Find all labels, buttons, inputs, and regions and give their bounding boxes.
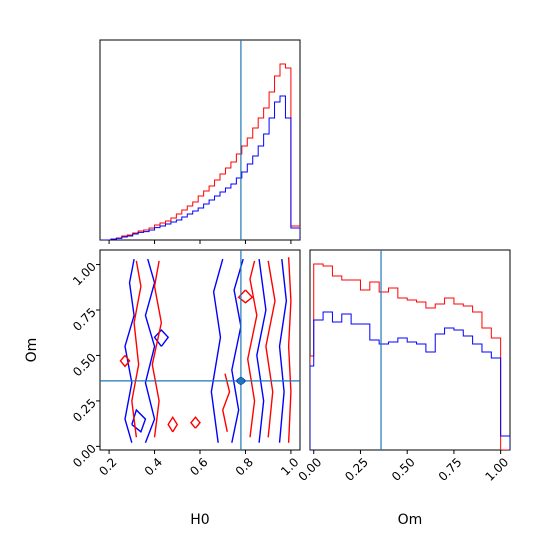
contour-blue-3 — [131, 408, 147, 433]
h0-histogram-frame — [99, 39, 301, 241]
om-hist-xtick-label: 0.50 — [389, 455, 418, 484]
joint-ytick-label: 0.00 — [70, 441, 99, 470]
h0-om-contour-panel: H0 Om — [24, 249, 301, 528]
contour-red-4 — [222, 373, 231, 432]
contour-blue-2 — [153, 328, 170, 347]
h0-red-histogram — [100, 63, 300, 240]
contour-blue-5 — [231, 258, 244, 443]
h0-axis-label: H0 — [190, 512, 209, 528]
joint-xtick-label: 0.2 — [96, 455, 119, 478]
om-hist-xtick-label: 1.00 — [482, 455, 511, 484]
om-hist-xtick-label: 0.00 — [296, 455, 325, 484]
contour-red-6 — [265, 260, 276, 438]
joint-ytick-label: 0.75 — [70, 305, 99, 334]
om-histogram-axis-label: Om — [398, 512, 423, 528]
joint-ytick-label: 0.50 — [70, 351, 99, 380]
contour-blue-1 — [144, 258, 156, 443]
contour-red-0 — [131, 260, 142, 438]
contour-red-2 — [119, 355, 131, 368]
joint-xtick-label: 0.4 — [142, 455, 165, 478]
contour-red-9 — [189, 416, 201, 429]
joint-ytick-label: 1.00 — [70, 260, 99, 289]
contour-blue-6 — [256, 258, 267, 443]
joint-xtick-label: 0.8 — [233, 455, 256, 478]
joint-xtick-label: 0.6 — [187, 455, 210, 478]
contour-blue-7 — [278, 259, 288, 443]
h0-blue-histogram — [100, 95, 300, 240]
om-hist-xtick-label: 0.25 — [342, 455, 371, 484]
om-blue-histogram — [310, 311, 510, 450]
contour-red-7 — [287, 257, 292, 443]
om-histogram-panel: Om — [309, 249, 511, 528]
om-axis-label: Om — [24, 338, 40, 363]
contour-blue-0 — [124, 258, 135, 443]
joint-ytick-label: 0.25 — [70, 396, 99, 425]
contour-blue-4 — [210, 258, 224, 443]
joint-truth-marker — [237, 377, 244, 384]
contour-red-5 — [247, 260, 258, 438]
om-red-histogram — [310, 263, 510, 450]
contour-red-3 — [167, 415, 179, 433]
om-hist-xtick-label: 0.75 — [436, 455, 465, 484]
om-histogram-frame — [309, 249, 511, 451]
h0-histogram-panel — [99, 39, 301, 241]
contour-red-1 — [151, 260, 163, 438]
